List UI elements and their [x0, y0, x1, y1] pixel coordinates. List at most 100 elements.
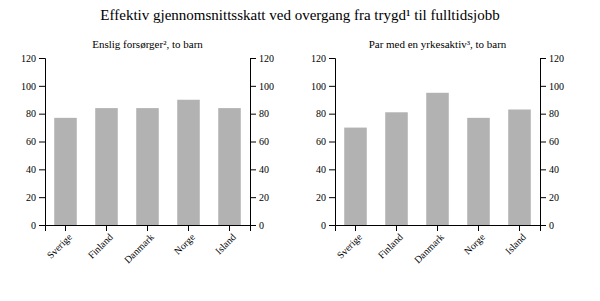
bar [218, 108, 241, 225]
tick-label: Island [213, 231, 238, 256]
tick-mark [39, 225, 45, 226]
bar [426, 93, 449, 225]
tick-mark [540, 197, 546, 198]
tick-label: 120 [311, 53, 326, 64]
bar [467, 118, 490, 225]
y2-tick: 80 [540, 108, 559, 119]
tick-mark [106, 225, 107, 231]
tick-mark [329, 142, 335, 143]
tick-label: 20 [549, 192, 559, 203]
tick-label: 120 [21, 53, 36, 64]
x-tick: Finland [376, 225, 405, 261]
tick-label: 80 [259, 108, 269, 119]
tick-mark [355, 225, 356, 231]
panel: Enslig forsørger², to barn 0 20 40 60 80 100 12… [21, 38, 274, 265]
tick-label: Danmark [122, 231, 156, 265]
tick-mark [540, 58, 546, 59]
y-tick: 100 [21, 81, 45, 92]
tick-label: 80 [549, 108, 559, 119]
tick-label: Sverige [335, 231, 365, 261]
x-tick: Sverige [335, 225, 365, 261]
bar [344, 128, 367, 225]
y2-axis: 0 20 40 60 80 100 120 [540, 53, 564, 231]
tick-mark [396, 225, 397, 231]
tick-mark [329, 58, 335, 59]
axis-line [46, 226, 251, 232]
tick-label: Island [503, 231, 528, 256]
bar [95, 108, 118, 225]
x-axis: SverigeFinlandDanmarkNorgeIsland [45, 225, 251, 265]
panel: Par med en yrkesaktiv³, to barn 0 20 40 60 80… [311, 38, 564, 265]
tick-mark [540, 142, 546, 143]
tick-mark [519, 225, 520, 231]
tick-mark [65, 225, 66, 231]
tick-label: 40 [259, 164, 269, 175]
bar [508, 109, 531, 225]
tick-mark [478, 225, 479, 231]
tick-mark [250, 114, 256, 115]
axis-line [39, 59, 46, 226]
subtitle: Par med en yrkesaktiv³, to barn [369, 38, 507, 50]
tick-label: 80 [26, 108, 36, 119]
x-tick: Danmark [412, 225, 446, 265]
tick-label: 0 [31, 220, 36, 231]
tick-mark [540, 114, 546, 115]
tick-mark [250, 58, 256, 59]
tick-label: 100 [21, 81, 36, 92]
tick-mark [329, 225, 335, 226]
y-tick: 0 [31, 220, 45, 231]
tick-label: 0 [549, 220, 554, 231]
bar [177, 100, 200, 225]
x-tick: Island [503, 225, 528, 256]
chart: Effektiv gjennomsnittsskatt ved overgang… [0, 0, 600, 301]
tick-label: 60 [549, 136, 559, 147]
tick-label: Sverige [45, 231, 75, 261]
title: Effektiv gjennomsnittsskatt ved overgang… [100, 7, 499, 23]
axis-line [336, 226, 541, 232]
tick-label: Finland [376, 231, 405, 260]
y-tick: 20 [316, 192, 335, 203]
y2-tick: 20 [540, 192, 559, 203]
bar [385, 112, 408, 225]
y-tick: 0 [321, 220, 335, 231]
tick-mark [250, 197, 256, 198]
y-tick: 20 [26, 192, 45, 203]
tick-label: 60 [259, 136, 269, 147]
y-tick: 60 [316, 136, 335, 147]
tick-label: Danmark [412, 231, 446, 265]
bar [136, 108, 159, 225]
tick-mark [329, 114, 335, 115]
y-tick: 40 [26, 164, 45, 175]
subtitle: Enslig forsørger², to barn [92, 38, 203, 50]
x-tick: Norge [462, 225, 488, 257]
bar [54, 118, 77, 225]
y2-tick: 120 [250, 53, 274, 64]
tick-mark [39, 86, 45, 87]
tick-label: 120 [259, 53, 274, 64]
tick-label: Norge [172, 231, 198, 257]
tick-label: 100 [311, 81, 326, 92]
y2-tick: 100 [250, 81, 274, 92]
tick-mark [329, 169, 335, 170]
tick-label: 0 [259, 220, 264, 231]
tick-label: 20 [259, 192, 269, 203]
tick-label: 100 [549, 81, 564, 92]
tick-label: 60 [26, 136, 36, 147]
tick-mark [147, 225, 148, 231]
tick-label: 120 [549, 53, 564, 64]
tick-label: 40 [549, 164, 559, 175]
y2-tick: 0 [250, 220, 264, 231]
tick-mark [39, 114, 45, 115]
tick-label: 60 [316, 136, 326, 147]
tick-mark [188, 225, 189, 231]
y-tick: 100 [311, 81, 335, 92]
y-tick: 80 [316, 108, 335, 119]
tick-label: Norge [462, 231, 488, 257]
axis-line [541, 59, 547, 226]
y-tick: 60 [26, 136, 45, 147]
tick-mark [250, 142, 256, 143]
tick-mark [329, 86, 335, 87]
y2-tick: 120 [540, 53, 564, 64]
y2-tick: 100 [540, 81, 564, 92]
tick-label: 80 [316, 108, 326, 119]
